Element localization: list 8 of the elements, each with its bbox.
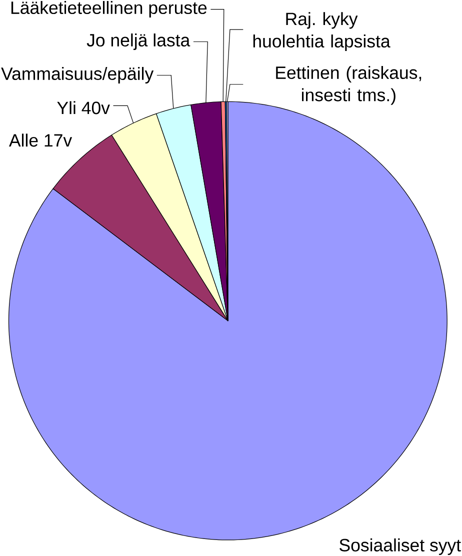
slice-label: Vammaisuus/epäily (1, 66, 154, 84)
slice-label: Sosiaaliset syyt (339, 538, 461, 555)
slice-label: Lääketieteellinen peruste (11, 1, 207, 18)
slice-label: Raj. kyky huolehtia lapsista (253, 12, 390, 52)
slice-label: Yli 40v (57, 101, 110, 114)
legend-label: Eettinen (raiskaus, insesti tms.) (276, 66, 422, 105)
slice-label: Jo neljä lasta (86, 33, 190, 50)
slice-label: Alle 17v (8, 134, 72, 147)
